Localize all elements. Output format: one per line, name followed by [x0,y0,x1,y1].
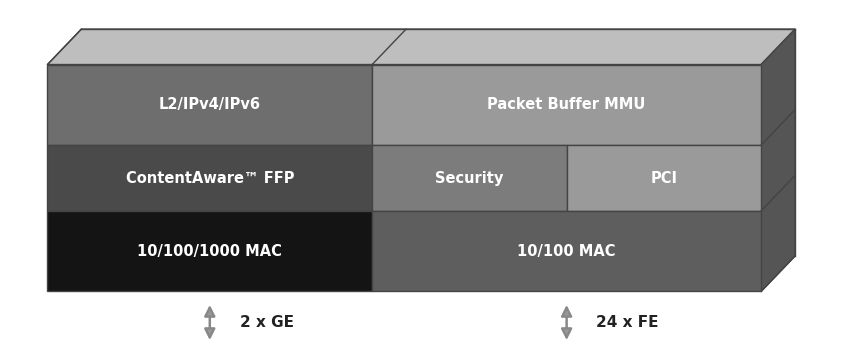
Text: 10/100 MAC: 10/100 MAC [517,244,616,259]
Polygon shape [567,145,761,211]
Text: L2/IPv4/IPv6: L2/IPv4/IPv6 [159,97,260,112]
Polygon shape [372,64,761,145]
Text: 24 x FE: 24 x FE [597,315,659,330]
Polygon shape [48,29,795,64]
Polygon shape [372,145,567,211]
Text: 2 x GE: 2 x GE [239,315,294,330]
Text: 10/100/1000 MAC: 10/100/1000 MAC [137,244,283,259]
Polygon shape [48,211,372,292]
Polygon shape [372,211,761,292]
Polygon shape [48,64,372,145]
Text: PCI: PCI [650,171,677,185]
Text: Security: Security [435,171,504,185]
Polygon shape [48,145,372,211]
Text: ContentAware™ FFP: ContentAware™ FFP [126,171,294,185]
Polygon shape [761,29,795,292]
Text: Packet Buffer MMU: Packet Buffer MMU [488,97,646,112]
